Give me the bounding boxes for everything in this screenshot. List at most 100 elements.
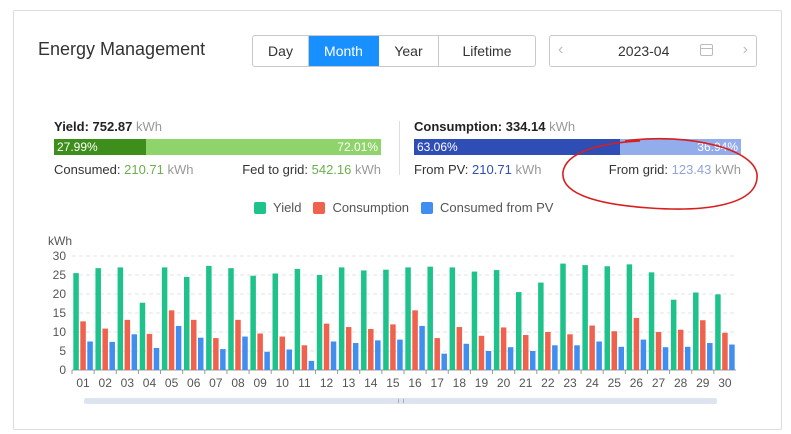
bar-consumption	[235, 319, 241, 370]
legend-swatch	[421, 201, 434, 214]
bar-consumed-from-pv	[596, 341, 602, 370]
bar-consumption	[301, 345, 308, 370]
bar-consumed-from-pv	[197, 337, 204, 370]
y-tick-label: 30	[53, 249, 67, 263]
bar-consumed-from-pv	[264, 351, 270, 370]
yield-fed-segment: 72.01%	[145, 139, 381, 155]
consumption-pv-label: From PV:	[414, 162, 469, 177]
bar-consumption	[478, 335, 485, 370]
bar-consumption	[168, 310, 175, 370]
bar-yield	[427, 266, 433, 370]
bar-yield	[626, 264, 633, 370]
bar-yield	[383, 269, 389, 370]
y-tick-label: 15	[53, 306, 67, 320]
bar-consumption	[146, 333, 153, 370]
calendar-icon[interactable]	[700, 44, 713, 56]
bar-consumed-from-pv	[419, 325, 425, 370]
bar-consumed-from-pv	[352, 343, 359, 370]
bar-consumption	[190, 319, 197, 370]
bar-yield	[538, 282, 544, 370]
bar-yield	[648, 272, 655, 370]
bar-consumed-from-pv	[662, 347, 669, 370]
scrollbar-grip-icon[interactable]	[398, 399, 404, 403]
bar-yield	[604, 266, 611, 370]
bar-yield	[228, 268, 234, 370]
consumption-grid-value: 123.43	[671, 162, 712, 177]
bar-consumed-from-pv	[397, 339, 403, 370]
bar-yield	[361, 270, 367, 370]
bar-consumed-from-pv	[375, 340, 381, 370]
bar-yield	[316, 275, 323, 370]
month-picker-value: 2023-04	[618, 43, 670, 59]
yield-consumed-unit: kWh	[167, 162, 194, 177]
consumption-label: Consumption:	[414, 119, 503, 134]
bar-consumption	[655, 332, 662, 370]
bar-consumed-from-pv	[729, 344, 735, 370]
x-tick-label: 12	[320, 376, 334, 390]
tab-year[interactable]: Year	[379, 36, 439, 66]
chart-legend: Yield Consumption Consumed from PV	[254, 200, 565, 215]
x-tick-label: 23	[563, 376, 577, 390]
bar-yield	[338, 267, 345, 370]
consumption-value: 334.14	[505, 119, 546, 134]
x-tick-label: 11	[298, 376, 311, 390]
legend-swatch	[254, 201, 266, 214]
x-tick-label: 19	[475, 376, 489, 390]
bar-yield	[670, 299, 677, 370]
bar-consumed-from-pv	[640, 339, 647, 370]
consumption-grid-unit: kWh	[715, 162, 741, 177]
y-tick-label: 25	[53, 268, 67, 282]
x-tick-label: 18	[453, 376, 467, 390]
bar-yield	[73, 273, 79, 370]
yield-summary: Yield: 752.87 kWh	[54, 119, 162, 134]
legend-item-yield[interactable]: Yield	[254, 200, 301, 215]
bar-yield	[294, 268, 301, 370]
legend-item-consumption[interactable]: Consumption	[313, 200, 409, 215]
yield-split-bar: 27.99% 72.01%	[54, 139, 381, 155]
bar-consumption	[611, 331, 618, 370]
month-picker[interactable]: ‹ 2023-04 ›	[549, 35, 757, 67]
yield-consumed-segment: 27.99%	[54, 139, 146, 155]
x-tick-label: 26	[630, 376, 644, 390]
chevron-left-icon[interactable]: ‹	[558, 41, 564, 58]
x-tick-label: 24	[585, 376, 599, 390]
consumption-pv-segment: 63.06%	[414, 139, 621, 155]
x-tick-label: 05	[165, 376, 179, 390]
bar-yield	[250, 275, 256, 370]
x-tick-label: 08	[231, 376, 245, 390]
x-tick-label: 17	[431, 376, 445, 390]
bar-yield	[183, 276, 190, 370]
bar-yield	[272, 273, 279, 370]
bar-consumption	[567, 334, 573, 370]
x-tick-label: 14	[364, 376, 378, 390]
bar-consumed-from-pv	[618, 346, 625, 370]
bar-consumption	[522, 335, 529, 370]
bar-yield	[117, 267, 124, 370]
x-tick-label: 30	[718, 376, 732, 390]
x-tick-label: 21	[519, 376, 533, 390]
bar-consumption	[368, 328, 374, 370]
consumption-split-bar: 63.06% 36.94%	[414, 139, 741, 155]
chart-zoom-scrollbar[interactable]	[84, 398, 717, 404]
bar-consumed-from-pv	[463, 343, 470, 370]
bar-consumption	[257, 333, 263, 370]
tab-lifetime[interactable]: Lifetime	[462, 43, 512, 59]
yield-consumed-stat: Consumed: 210.71 kWh	[54, 162, 194, 177]
consumption-grid-segment: 36.94%	[620, 139, 741, 155]
bar-yield	[560, 263, 566, 370]
tab-day[interactable]: Day	[253, 36, 309, 66]
x-tick-label: 04	[143, 376, 157, 390]
yield-consumed-label: Consumed:	[54, 162, 121, 177]
bar-consumption	[722, 332, 728, 370]
bar-consumed-from-pv	[220, 349, 226, 370]
bar-consumption	[434, 338, 440, 370]
bar-consumption	[390, 324, 396, 370]
legend-item-consumed-from-pv[interactable]: Consumed from PV	[421, 200, 553, 215]
bar-yield	[449, 267, 456, 370]
x-tick-label: 22	[541, 376, 555, 390]
x-tick-label: 16	[408, 376, 422, 390]
chevron-right-icon[interactable]: ›	[742, 41, 748, 58]
bar-consumed-from-pv	[485, 351, 492, 370]
y-tick-label: 0	[59, 363, 66, 377]
tab-month[interactable]: Month	[309, 36, 379, 66]
